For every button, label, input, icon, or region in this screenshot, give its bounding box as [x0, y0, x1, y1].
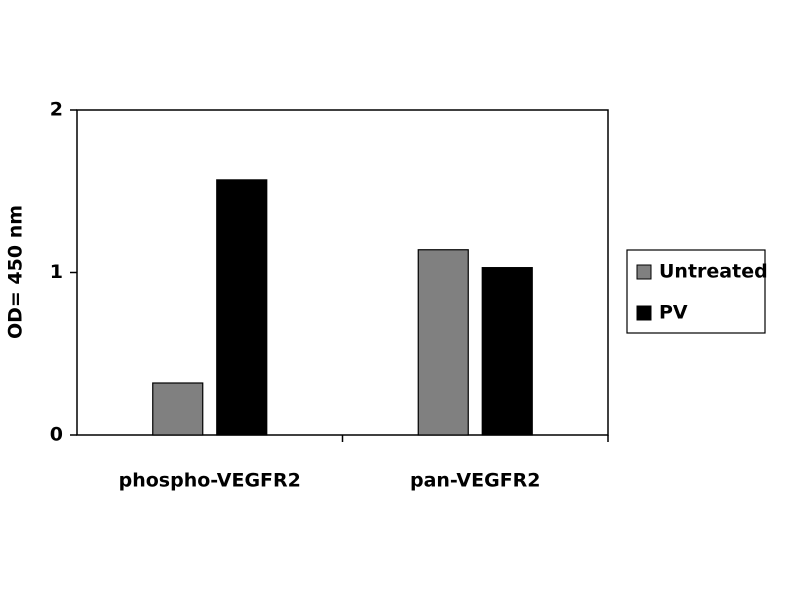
bar: [481, 267, 533, 436]
bar: [152, 382, 204, 436]
legend-swatch: [636, 305, 652, 321]
legend-swatch: [636, 264, 652, 280]
y-tick-label: 0: [50, 424, 63, 446]
y-tick-label: 2: [50, 99, 63, 121]
x-tick-label: pan-VEGFR2: [410, 470, 541, 492]
legend-label: PV: [659, 302, 688, 324]
y-axis-label: OD= 450 nm: [5, 205, 27, 339]
x-tick-label: phospho-VEGFR2: [119, 470, 301, 492]
bar: [417, 249, 469, 436]
bar: [216, 179, 268, 436]
legend-label: Untreated: [659, 261, 768, 283]
y-tick-label: 1: [50, 261, 63, 283]
